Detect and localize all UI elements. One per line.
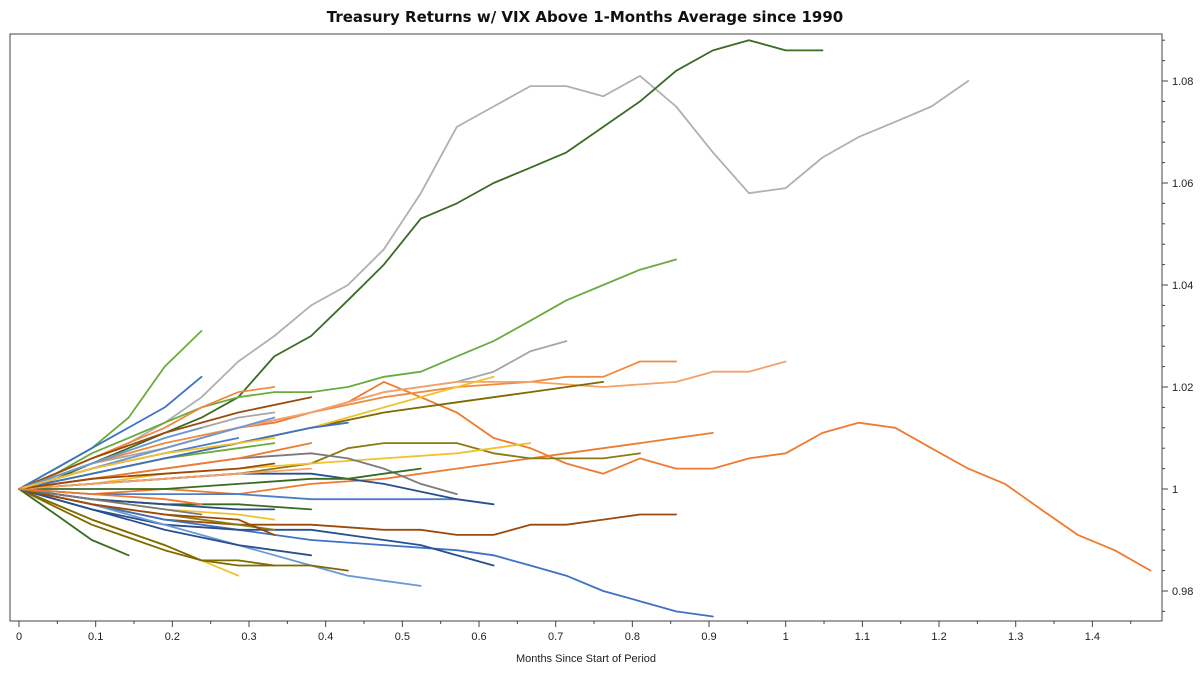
series-line-lightblue-1: [18, 488, 422, 587]
x-tick-label: 0.6: [471, 631, 486, 643]
series-line-orange-short3: [18, 488, 203, 506]
x-tick-label: 0.8: [625, 631, 640, 643]
series-line-grey-short2: [18, 488, 203, 516]
series-layer: [18, 39, 1152, 618]
series-line-green-short3: [18, 467, 422, 490]
series-line-olive-short2: [18, 488, 276, 567]
x-tick-label: 0.2: [165, 631, 180, 643]
chart-title: Treasury Returns w/ VIX Above 1-Months A…: [326, 8, 844, 26]
series-line-orange-2: [18, 360, 677, 490]
series-line-blue-short: [18, 375, 203, 490]
series-line-yellow-1: [18, 442, 532, 490]
series-line-olive-short: [18, 488, 349, 572]
y-tick-label: 0.98: [1172, 586, 1193, 598]
y-tick-label: 1.06: [1172, 178, 1193, 190]
plot-border: [9, 33, 1163, 622]
series-line-brown-short: [18, 396, 313, 490]
y-axis: 0.98 1 1.02 1.04 1.06 1.08: [1162, 39, 1193, 612]
series-line-lightgreen: [18, 258, 677, 490]
x-tick-label: 1.4: [1085, 631, 1100, 643]
x-tick-label: 1: [783, 631, 789, 643]
series-line-darkgreen-short: [18, 488, 130, 557]
x-tick-label: 1.1: [855, 631, 870, 643]
series-line-lightblue-short2: [18, 426, 203, 490]
series-line-blue-short2: [18, 421, 349, 490]
x-tick-label: 0.3: [241, 631, 256, 643]
y-tick-label: 1.04: [1172, 280, 1193, 292]
series-line-brown-short2: [18, 488, 276, 536]
series-line-brown-short3: [18, 462, 276, 490]
x-tick-label: 0.5: [395, 631, 410, 643]
series-line-lightorange-short: [18, 467, 313, 490]
series-line-orange-3: [18, 431, 714, 496]
series-line-navy-short: [18, 488, 313, 557]
x-tick-label: 0.7: [548, 631, 563, 643]
x-tick-label: 0.4: [318, 631, 333, 643]
x-tick-label: 1.2: [931, 631, 946, 643]
x-axis: 0 0.1 0.2 0.3 0.4 0.5 0.6 0.7 0.8 0.9 1 1.1 1.2 1.3 1.…: [16, 621, 1132, 643]
x-tick-label: 1.3: [1008, 631, 1023, 643]
y-tick-label: 1.02: [1172, 382, 1193, 394]
x-tick-label: 0.9: [701, 631, 716, 643]
series-line-blue-1: [18, 488, 714, 618]
plot-area: [9, 33, 1163, 622]
series-line-grey-long: [18, 75, 970, 490]
series-line-navy-1: [18, 488, 495, 567]
y-tick-label: 1: [1172, 484, 1178, 496]
x-tick-label: 0: [16, 631, 22, 643]
series-line-yellow-short4: [18, 437, 276, 490]
y-tick-label: 1.08: [1172, 76, 1193, 88]
x-axis-label: Months Since Start of Period: [516, 653, 656, 665]
x-tick-label: 0.1: [88, 631, 103, 643]
